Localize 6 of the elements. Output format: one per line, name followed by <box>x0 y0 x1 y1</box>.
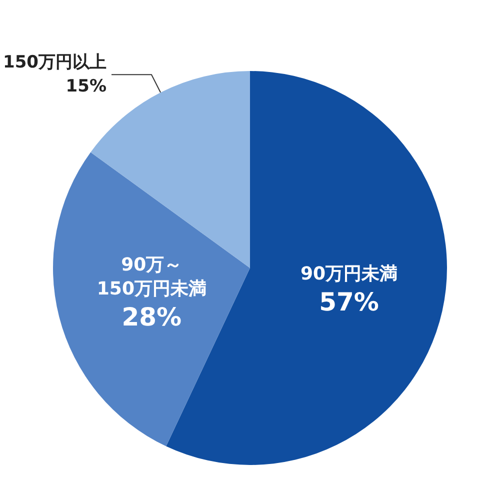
data-label: 28% <box>122 302 182 332</box>
slice-label: 150万円以上 <box>2 52 106 73</box>
slice-label: 90万円未満 <box>300 264 398 285</box>
data-label: 57% <box>319 288 379 317</box>
data-label: 15% <box>66 76 106 97</box>
slice-label: 90万～ 150万円未満 <box>96 254 206 300</box>
